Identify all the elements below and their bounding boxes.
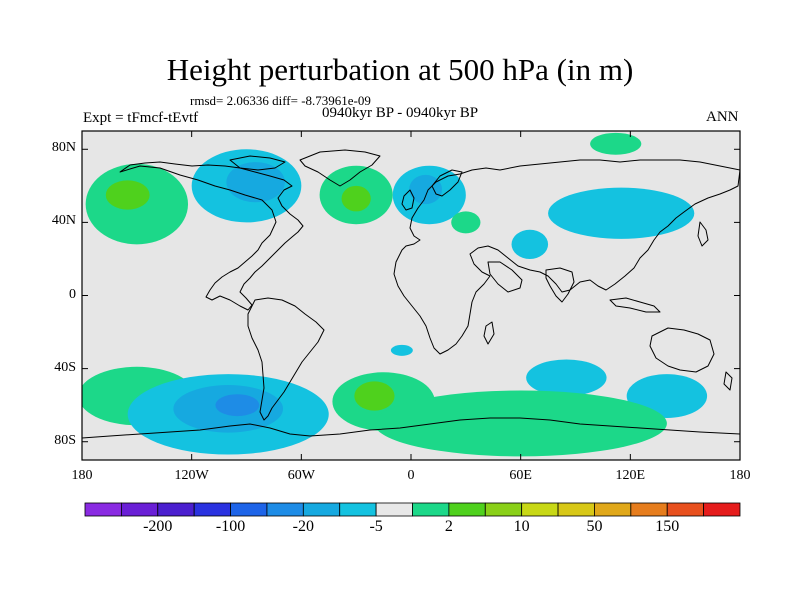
lon-tick-label: 180	[71, 468, 93, 483]
experiment-label: Expt = tFmcf-tEvtf	[83, 110, 199, 126]
coast-indonesia	[609, 297, 661, 313]
anomaly-region-positive	[105, 180, 150, 210]
lat-tick-label: 40N	[51, 213, 76, 229]
anomaly-region-negative	[409, 174, 443, 205]
lon-tick-label: 60E	[509, 468, 532, 483]
colorbar-tick-label: -5	[369, 518, 383, 535]
colorbar-swatch	[666, 502, 705, 517]
colorbar-tick-label: 150	[655, 518, 680, 535]
colorbar-swatch	[266, 502, 304, 517]
colorbar-swatch	[84, 502, 122, 517]
season-label: ANN	[706, 109, 739, 125]
coast-madagascar	[483, 321, 495, 345]
anomaly-region-positive	[374, 390, 667, 457]
anomaly-region-positive	[354, 381, 395, 411]
colorbar-swatch	[157, 502, 195, 517]
coast-antarctica	[82, 417, 740, 439]
colorbar-swatch	[703, 502, 741, 517]
anomaly-region-negative	[511, 229, 549, 259]
colorbar-swatch	[375, 502, 413, 517]
colorbar-tick-label: -200	[143, 518, 173, 535]
colorbar-swatch	[339, 502, 377, 517]
lon-tick-label: 60W	[287, 468, 315, 483]
colorbar-swatch	[594, 502, 632, 517]
coast-new-zealand	[723, 371, 733, 391]
colorbar-tick-label: 10	[513, 518, 530, 535]
anomaly-region-negative	[215, 394, 260, 417]
anomaly-contours	[82, 132, 708, 457]
coast-arctic-islands	[229, 155, 286, 171]
anomaly-region-negative	[526, 359, 607, 397]
colorbar-swatch	[120, 502, 159, 517]
colorbar-swatch	[302, 502, 341, 517]
colorbar-swatch	[484, 502, 523, 517]
axis-ticks	[81, 131, 741, 460]
coast-eurasia-africa	[393, 159, 740, 355]
colorbar-swatch	[630, 502, 668, 517]
coast-australia	[649, 327, 715, 373]
lat-tick-label: 80S	[54, 432, 76, 448]
coast-british-isles	[401, 189, 415, 211]
colorbar-tick-label: -20	[292, 518, 314, 535]
anomaly-region-positive	[590, 132, 642, 155]
lat-tick-label: 0	[69, 286, 76, 302]
coast-north-america	[119, 161, 304, 311]
coast-japan	[697, 221, 709, 247]
colorbar-tick-label: 2	[444, 518, 453, 535]
coast-scandinavia	[431, 169, 463, 197]
map-plot-area	[81, 130, 741, 461]
colorbar-swatch	[230, 502, 268, 517]
statistics-line: rmsd= 2.06336 diff= -8.73961e-09	[190, 93, 371, 108]
colorbar-swatch	[448, 502, 486, 517]
coastlines	[82, 149, 740, 439]
colorbar-tick-label: 50	[586, 518, 603, 535]
lon-tick-label: 120E	[615, 468, 646, 483]
anomaly-region-positive	[341, 185, 371, 212]
colorbar-swatch	[521, 502, 559, 517]
anomaly-region-negative	[390, 344, 413, 356]
anomaly-region-negative	[548, 187, 695, 239]
colorbar	[84, 502, 741, 517]
lat-tick-label: 80N	[51, 140, 76, 156]
colorbar-swatch	[412, 502, 450, 517]
colorbar-swatch	[193, 502, 231, 517]
anomaly-region-negative	[226, 162, 285, 203]
lon-tick-label: 120W	[174, 468, 209, 483]
period-label: 0940kyr BP - 0940kyr BP	[322, 105, 479, 121]
colorbar-swatch	[557, 502, 595, 517]
plot-title: Height perturbation at 500 hPa (in m)	[166, 52, 634, 87]
anomaly-region-positive	[451, 211, 481, 234]
coast-greenland	[299, 149, 381, 187]
colorbar-tick-label: -100	[215, 518, 246, 535]
lat-tick-label: 40S	[54, 359, 76, 375]
coast-arabia	[487, 261, 523, 293]
coast-south-america	[247, 297, 325, 421]
coast-india	[545, 267, 575, 303]
lon-tick-label: 180	[729, 468, 751, 483]
lon-tick-label: 0	[407, 468, 415, 483]
